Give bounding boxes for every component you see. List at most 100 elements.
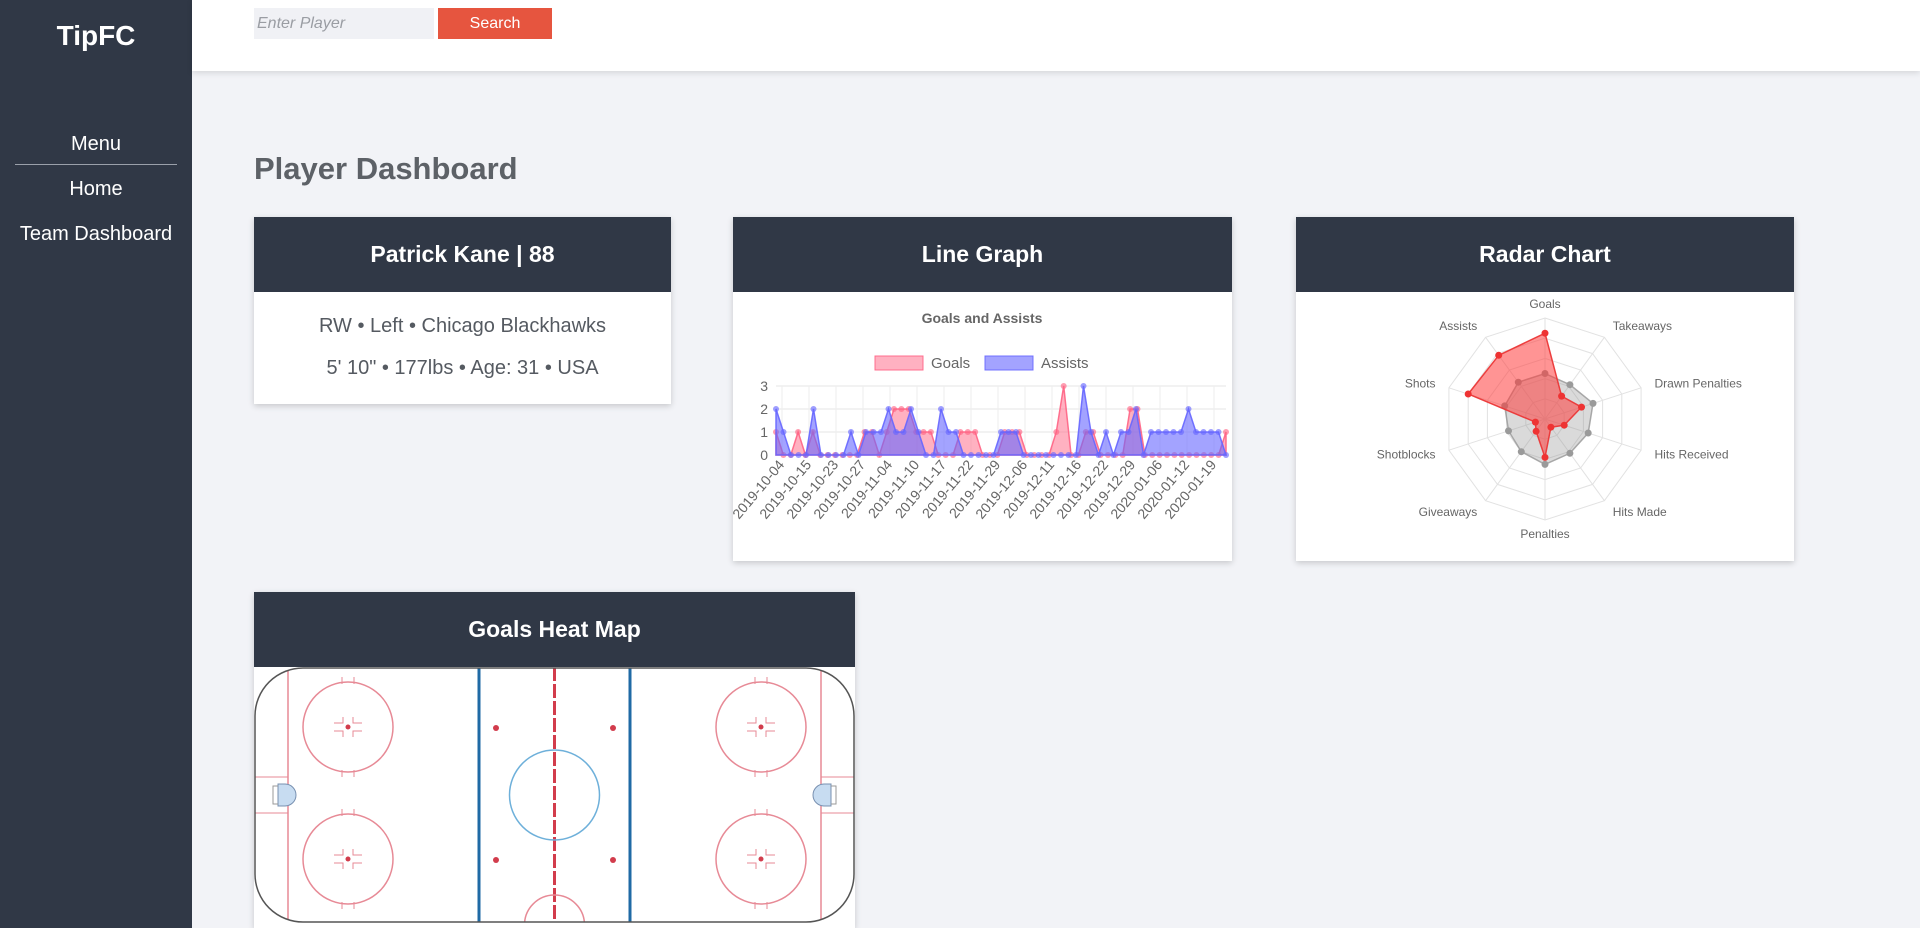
y-tick-label: 1 (760, 424, 768, 440)
data-point-goals (927, 429, 934, 435)
radar-data-point (1547, 423, 1555, 431)
data-point-goals (795, 429, 802, 435)
faceoff-dot (610, 725, 616, 731)
radar-axis-label: Drawn Penalties (1655, 376, 1742, 390)
data-point-assists (923, 452, 929, 458)
sidebar-item-team-dashboard[interactable]: Team Dashboard (19, 223, 173, 245)
hockey-rink-diagram[interactable] (254, 667, 855, 928)
data-point-assists (1050, 452, 1057, 458)
data-point-assists (1073, 452, 1079, 458)
data-point-assists (983, 452, 989, 458)
radar-data-point (1566, 449, 1574, 457)
legend-swatch-goals (874, 355, 924, 371)
sidebar: TipFC Menu Home Team Dashboard (0, 0, 192, 928)
data-point-assists (848, 429, 854, 435)
data-point-assists (1185, 406, 1192, 412)
radar-data-point (1566, 381, 1574, 389)
radar-data-point (1584, 429, 1592, 437)
radar-axis-line (1448, 418, 1546, 451)
radar-data-point (1541, 453, 1549, 461)
data-point-assists (908, 406, 914, 412)
data-point-assists (953, 429, 959, 435)
center-ice-circle (508, 749, 601, 841)
top-bar: Search (192, 0, 1920, 71)
data-point-assists (818, 452, 824, 458)
data-point-assists (1193, 429, 1199, 435)
data-point-assists (1215, 429, 1222, 435)
menu-title: Menu (15, 133, 177, 165)
sidebar-item-home[interactable]: Home (69, 178, 123, 200)
faceoff-circle-top-right (715, 677, 807, 777)
faceoff-circle-top-left (302, 677, 394, 777)
data-point-assists (1125, 429, 1132, 435)
radar-data-point (1505, 427, 1512, 435)
data-point-assists (1148, 429, 1154, 435)
data-point-assists (1065, 452, 1072, 458)
data-point-goals (1127, 406, 1134, 412)
data-point-assists (945, 429, 952, 435)
radar-data-point (1517, 448, 1525, 456)
data-point-assists (1178, 429, 1184, 435)
goal-crease-left (277, 783, 297, 807)
data-point-assists (1140, 452, 1147, 458)
radar-data-point (1560, 421, 1568, 429)
radar-axis-label: Goals (1529, 297, 1560, 311)
page-title: Player Dashboard (254, 151, 518, 186)
radar-axis-line (1544, 418, 1605, 501)
data-point-assists (1170, 429, 1177, 435)
data-point-assists (1110, 452, 1117, 458)
data-point-assists (780, 429, 787, 435)
data-point-assists (885, 406, 892, 412)
data-point-assists (855, 452, 862, 458)
brand-logo[interactable]: TipFC (56, 20, 136, 51)
radar-axis-label: Penalties (1520, 527, 1569, 541)
faceoff-dot (493, 725, 499, 731)
y-tick-label: 2 (760, 401, 768, 417)
data-point-assists (1223, 452, 1229, 458)
data-point-assists (803, 452, 809, 458)
goal-crease-right (812, 783, 832, 807)
data-point-goals (1223, 429, 1229, 435)
data-point-assists (1043, 452, 1049, 458)
data-point-assists (773, 406, 779, 412)
data-point-assists (1163, 429, 1169, 435)
radar-data-point (1578, 403, 1585, 411)
player-search-input[interactable] (254, 8, 434, 39)
radar-chart-card: Radar Chart Goals Takeaways Drawn Penaltie… (1296, 217, 1794, 561)
search-button[interactable]: Search (438, 8, 552, 39)
data-point-assists (900, 429, 907, 435)
data-point-goals (964, 429, 971, 435)
data-point-goals (920, 429, 927, 435)
data-point-assists (833, 452, 839, 458)
y-tick-label: 0 (760, 447, 768, 463)
line-graph-card: Line Graph Goals and Assists Goals Assists… (729, 217, 1232, 561)
radar-data-point (1541, 460, 1549, 468)
data-point-assists (1133, 406, 1139, 412)
player-card: Patrick Kane | 88 RW • Left • Chicago Bl… (254, 217, 671, 404)
data-point-assists (1080, 383, 1087, 389)
data-point-assists (975, 452, 982, 458)
series-area-assists (775, 385, 1228, 458)
data-point-assists (1208, 429, 1214, 435)
data-point-assists (810, 406, 817, 412)
player-info-line: RW • Left • Chicago Blackhawks (318, 315, 607, 337)
data-point-assists (1035, 452, 1042, 458)
data-point-assists (788, 452, 794, 458)
line-graph-card-title: Line Graph (733, 217, 1232, 292)
data-point-assists (795, 452, 802, 458)
legend-label-assists: Assists (1041, 355, 1089, 372)
data-point-assists (878, 429, 884, 435)
radar-data-point (1495, 351, 1503, 359)
data-point-assists (1155, 429, 1162, 435)
referee-crease (523, 894, 586, 922)
data-point-assists (1103, 429, 1109, 435)
radar-axis-label: Assists (1439, 319, 1477, 333)
data-point-assists (990, 452, 997, 458)
faceoff-circle-bottom-left (302, 809, 394, 909)
radar-data-point (1541, 329, 1549, 337)
data-point-goals (972, 429, 979, 435)
radar-data-point (1532, 427, 1540, 435)
radar-data-point (1589, 399, 1597, 407)
data-point-assists (960, 452, 967, 458)
